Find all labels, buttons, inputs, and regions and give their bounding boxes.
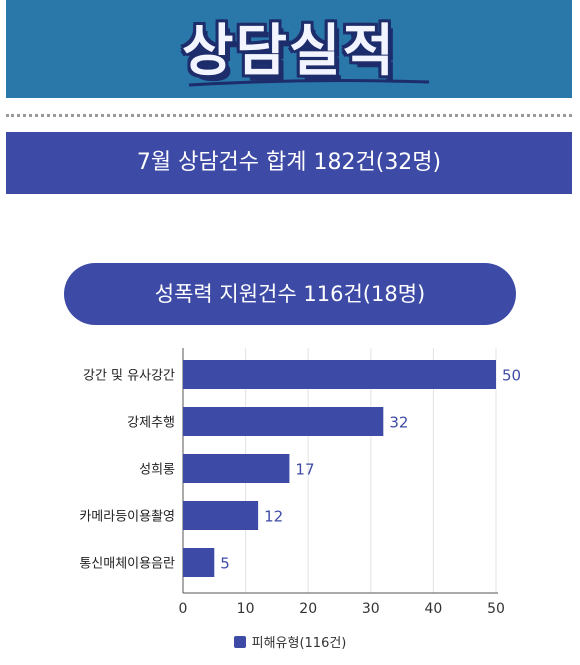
x-tick-label: 30	[362, 601, 380, 617]
bar	[183, 501, 259, 530]
category-label: 성희롱	[139, 463, 175, 478]
category-label: 강간 및 유사강간	[83, 369, 175, 384]
title-underline-swoosh	[188, 79, 430, 87]
x-tick-label: 0	[179, 601, 188, 617]
bar	[183, 548, 215, 577]
bar	[183, 360, 496, 389]
category-label: 카메라등이용촬영	[79, 510, 175, 525]
category-label: 통신매체이용음란	[79, 557, 175, 572]
data-label: 5	[220, 555, 230, 573]
category-label: 강제추행	[127, 415, 175, 431]
data-label: 17	[295, 461, 314, 479]
page-title: 상담실적	[181, 19, 397, 84]
data-label: 12	[264, 508, 283, 526]
x-tick-label: 20	[299, 601, 317, 617]
x-tick-label: 50	[487, 601, 505, 617]
bar	[183, 407, 384, 436]
bar-chart: 0 10 20 30 40 50 강간 및 유사강간 50 강제추행 32 성희롱 17 카메라등이용촬…	[79, 348, 521, 617]
x-tick-label: 10	[237, 601, 255, 617]
legend-swatch	[233, 636, 246, 648]
summary-banner: 7월 상담건수 합계 182건(32명)	[6, 132, 572, 194]
section-title-pill: 성폭력 지원건수 116건(18명)	[64, 263, 516, 325]
dotted-divider	[6, 114, 572, 117]
chart-legend: 피해유형(116건)	[0, 632, 580, 651]
x-tick-label: 40	[424, 601, 442, 617]
header-banner: 상담실적	[6, 0, 572, 98]
legend-label: 피해유형(116건)	[251, 636, 347, 651]
data-label: 50	[502, 367, 521, 385]
data-label: 32	[389, 414, 408, 432]
bar	[183, 454, 290, 483]
